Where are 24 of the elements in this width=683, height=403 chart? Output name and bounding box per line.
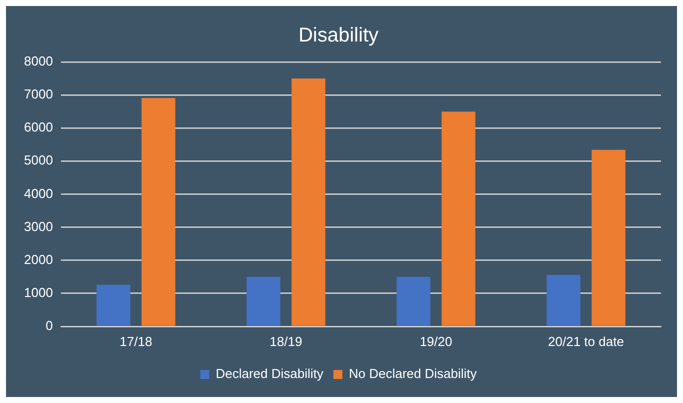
- x-tick-label: 18/19: [270, 334, 302, 349]
- y-tick-label: 3000: [24, 218, 53, 234]
- bar: [546, 274, 580, 326]
- y-tick-label: 8000: [24, 54, 53, 69]
- bar: [442, 112, 476, 326]
- bar: [592, 150, 626, 326]
- y-tick-label: 2000: [24, 252, 53, 267]
- bar: [246, 276, 280, 326]
- y-tick-label: 7000: [24, 86, 53, 102]
- bar: [142, 98, 176, 326]
- bar: [96, 284, 130, 326]
- y-tick-label: 5000: [24, 152, 53, 168]
- legend-label: No Declared Disability: [348, 366, 478, 382]
- x-tick-label: 19/20: [420, 334, 452, 349]
- bar: [292, 78, 326, 326]
- legend-label: Declared Disability: [216, 366, 324, 382]
- bar: [396, 276, 430, 326]
- y-tick-label: 1000: [24, 284, 53, 300]
- y-tick-label: 0: [46, 318, 53, 333]
- y-tick-label: 4000: [24, 186, 53, 201]
- x-tick-label: 17/18: [120, 334, 152, 349]
- y-tick-label: 6000: [24, 120, 53, 135]
- x-tick-label: 20/21 to date: [548, 334, 624, 349]
- chart-title: Disability: [298, 24, 379, 47]
